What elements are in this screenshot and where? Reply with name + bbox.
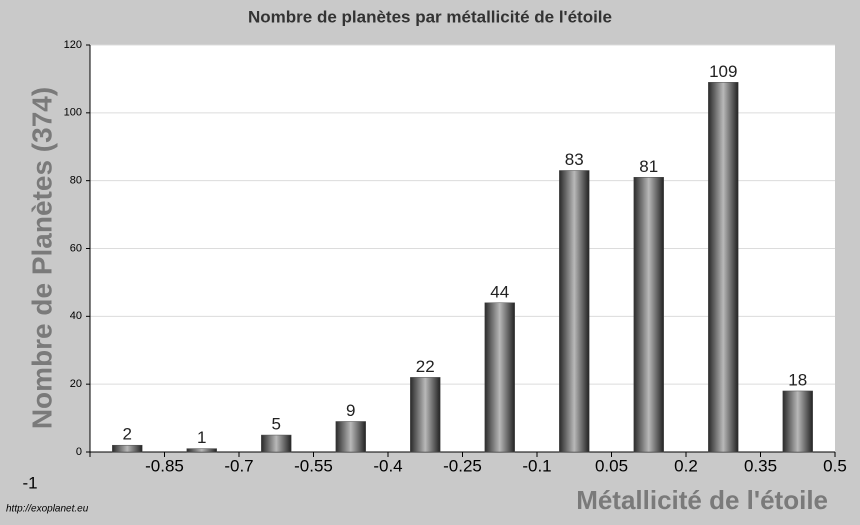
bar — [633, 177, 664, 453]
x-tick-label: -1 — [22, 473, 37, 492]
x-tick-label: 0.2 — [674, 456, 698, 475]
x-tick-label: -0.55 — [294, 456, 333, 475]
chart-title: Nombre de planètes par métallicité de l'… — [248, 7, 612, 26]
bar — [708, 82, 739, 453]
value-label: 22 — [416, 357, 435, 376]
x-tick-label: -0.1 — [522, 456, 551, 475]
value-label: 83 — [565, 150, 584, 169]
value-label: 1 — [197, 428, 206, 447]
y-tick-label: 20 — [70, 378, 82, 390]
value-label: 5 — [272, 415, 281, 434]
x-tick-label: 0.35 — [744, 456, 777, 475]
source-note: http://exoplanet.eu — [6, 504, 89, 515]
bar — [484, 302, 515, 453]
x-tick-label: -0.25 — [443, 456, 482, 475]
bar — [261, 434, 292, 453]
y-tick-label: 100 — [64, 107, 82, 119]
bar — [186, 448, 217, 453]
value-label: 81 — [639, 157, 658, 176]
x-axis-label: Métallicité de l'étoile — [576, 485, 828, 515]
x-tick-label: -0.7 — [224, 456, 253, 475]
value-label: 18 — [788, 370, 807, 389]
value-label: 109 — [709, 62, 737, 81]
bar — [782, 390, 813, 453]
y-tick-label: 60 — [70, 242, 82, 254]
y-tick-label: 0 — [76, 446, 82, 458]
bar — [112, 444, 143, 453]
y-axis-label: Nombre de Planètes (374) — [26, 87, 57, 429]
x-tick-label: 0.5 — [823, 456, 847, 475]
x-tick-label: 0.05 — [595, 456, 628, 475]
y-tick-label: 120 — [64, 39, 82, 51]
bar — [410, 377, 441, 453]
bar — [335, 421, 366, 453]
x-tick-label: -0.4 — [373, 456, 402, 475]
value-label: 44 — [490, 282, 509, 301]
value-label: 2 — [123, 425, 132, 444]
bar — [559, 170, 590, 453]
value-label: 9 — [346, 401, 355, 420]
y-tick-label: 80 — [70, 175, 82, 187]
x-tick-label: -0.85 — [145, 456, 184, 475]
y-tick-label: 40 — [70, 310, 82, 322]
